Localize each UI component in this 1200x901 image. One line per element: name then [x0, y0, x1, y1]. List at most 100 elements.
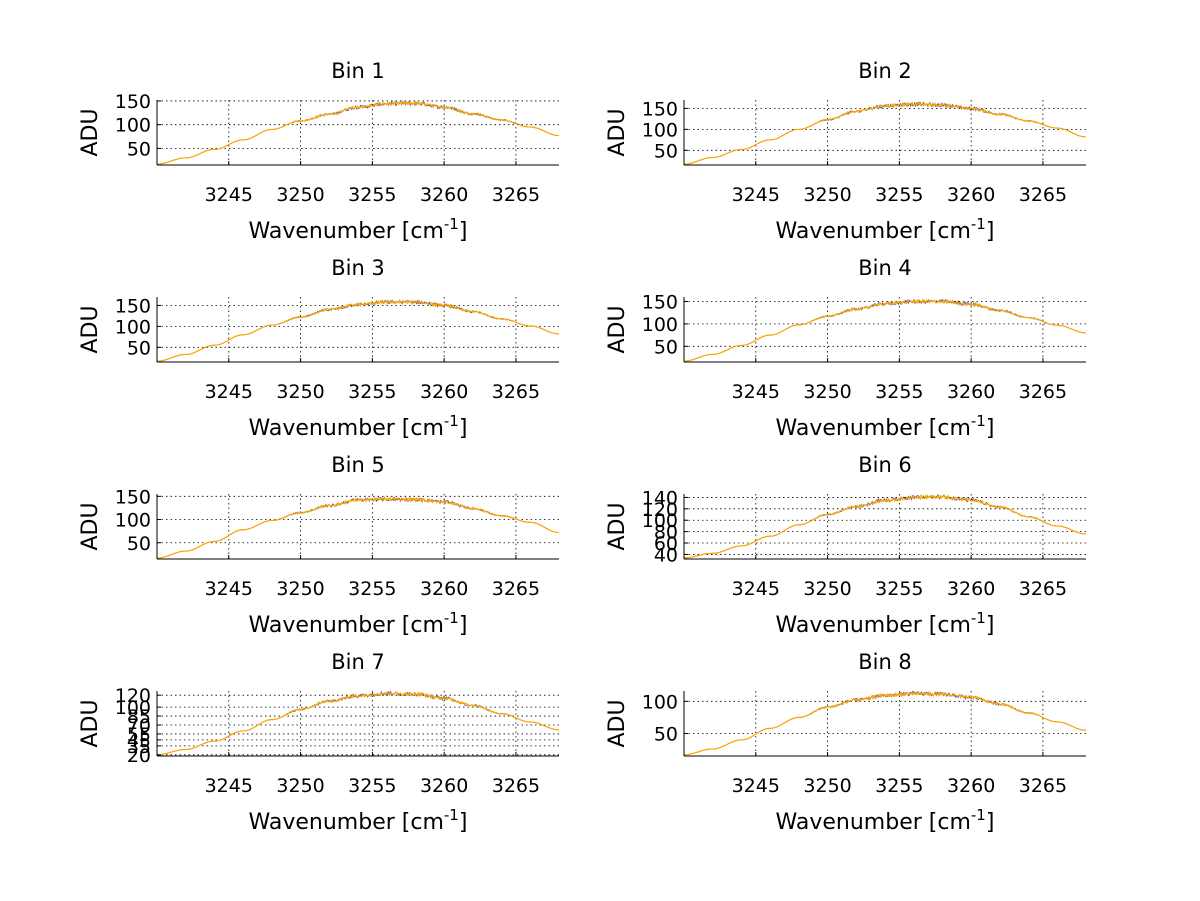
y-tick-label: 60: [654, 533, 678, 555]
x-tick-label: 3245: [205, 775, 253, 797]
x-tick-label: 3245: [732, 381, 780, 403]
y-axis-label: ADU: [605, 699, 630, 747]
y-tick-label: 50: [127, 138, 151, 160]
y-tick-label: 50: [654, 336, 678, 358]
series-line: [683, 298, 1087, 362]
x-tick-label: 3255: [348, 775, 396, 797]
y-tick-label: 70: [127, 715, 151, 737]
x-axis-label: Wavenumber [cm-1]: [249, 215, 468, 244]
y-tick-label: 150: [642, 291, 678, 313]
x-tick-label: 3255: [875, 184, 923, 206]
x-axis-label: Wavenumber [cm-1]: [776, 609, 995, 638]
x-tick-label: 3255: [348, 184, 396, 206]
x-tick-label: 3265: [492, 381, 540, 403]
y-axis-label: ADU: [78, 502, 103, 550]
subplot-title: Bin 5: [331, 453, 385, 477]
y-tick-label: 120: [115, 685, 151, 707]
x-tick-label: 3260: [947, 775, 995, 797]
y-tick-label: 50: [127, 533, 151, 555]
y-tick-label: 50: [127, 337, 151, 359]
subplot-title: Bin 7: [331, 650, 385, 674]
x-tick-label: 3245: [205, 184, 253, 206]
y-axis-label: ADU: [78, 699, 103, 747]
x-axis-label: Wavenumber [cm-1]: [249, 806, 468, 835]
x-tick-label: 3245: [205, 381, 253, 403]
y-axis-label: ADU: [605, 108, 630, 156]
series-line: [156, 100, 560, 165]
y-tick-label: 100: [115, 316, 151, 338]
y-tick-label: 100: [115, 115, 151, 137]
subplot-title: Bin 3: [331, 256, 385, 280]
x-tick-label: 3250: [803, 184, 851, 206]
series-line-secondary: [156, 690, 560, 756]
x-tick-label: 3255: [348, 578, 396, 600]
series-line-secondary: [683, 493, 1087, 559]
x-tick-label: 3245: [732, 578, 780, 600]
y-tick-label: 120: [642, 499, 678, 521]
series-line: [156, 496, 560, 559]
y-tick-label: 80: [654, 522, 678, 544]
y-tick-label: 150: [115, 91, 151, 113]
y-tick-label: 100: [115, 510, 151, 532]
x-tick-label: 3260: [420, 775, 468, 797]
x-tick-label: 3245: [732, 184, 780, 206]
series-line-secondary: [683, 691, 1087, 756]
x-tick-label: 3260: [420, 381, 468, 403]
series-line-secondary: [683, 298, 1087, 362]
x-tick-label: 3250: [803, 381, 851, 403]
x-tick-label: 3260: [947, 381, 995, 403]
series-line: [156, 298, 560, 362]
y-tick-label: 100: [642, 314, 678, 336]
subplot-title: Bin 2: [858, 59, 912, 83]
subplot-title: Bin 4: [858, 256, 912, 280]
series-line: [156, 690, 560, 756]
subplot-title: Bin 8: [858, 650, 912, 674]
series-line-secondary: [156, 298, 560, 362]
y-tick-label: 100: [642, 510, 678, 532]
x-tick-label: 3265: [1019, 381, 1067, 403]
x-tick-label: 3250: [803, 578, 851, 600]
series-line: [683, 101, 1087, 165]
x-tick-label: 3265: [492, 184, 540, 206]
x-tick-label: 3255: [875, 381, 923, 403]
x-tick-label: 3250: [276, 775, 324, 797]
x-axis-label: Wavenumber [cm-1]: [776, 806, 995, 835]
x-tick-label: 3255: [875, 775, 923, 797]
series-line-secondary: [683, 101, 1087, 165]
x-tick-label: 3250: [803, 775, 851, 797]
y-axis-label: ADU: [78, 108, 103, 156]
x-tick-label: 3255: [875, 578, 923, 600]
y-axis-label: ADU: [605, 502, 630, 550]
x-tick-label: 3265: [492, 775, 540, 797]
subplot-title: Bin 6: [858, 453, 912, 477]
y-axis-label: ADU: [78, 305, 103, 353]
y-tick-label: 50: [654, 723, 678, 745]
x-tick-label: 3250: [276, 381, 324, 403]
y-tick-label: 85: [127, 706, 151, 728]
x-tick-label: 3260: [947, 578, 995, 600]
y-tick-label: 20: [127, 745, 151, 767]
x-tick-label: 3245: [732, 775, 780, 797]
y-tick-label: 100: [642, 119, 678, 141]
y-axis-label: ADU: [605, 305, 630, 353]
subplot-bin-7: Bin 7 3245 3250 3255 3260 3265 203545557085100…: [78, 650, 560, 835]
subplot-bin-6: Bin 6 3245 3250 3255 3260 3265 406080100120140…: [605, 453, 1087, 638]
x-tick-label: 3265: [1019, 775, 1067, 797]
x-tick-label: 3255: [348, 381, 396, 403]
y-tick-label: 150: [642, 98, 678, 120]
y-tick-label: 140: [642, 487, 678, 509]
y-tick-label: 35: [127, 736, 151, 758]
y-tick-label: 150: [115, 295, 151, 317]
x-tick-label: 3250: [276, 578, 324, 600]
x-tick-label: 3260: [420, 184, 468, 206]
x-tick-label: 3260: [420, 578, 468, 600]
x-tick-label: 3245: [205, 578, 253, 600]
y-tick-label: 150: [115, 486, 151, 508]
x-axis-label: Wavenumber [cm-1]: [776, 412, 995, 441]
series-line-secondary: [156, 100, 560, 165]
